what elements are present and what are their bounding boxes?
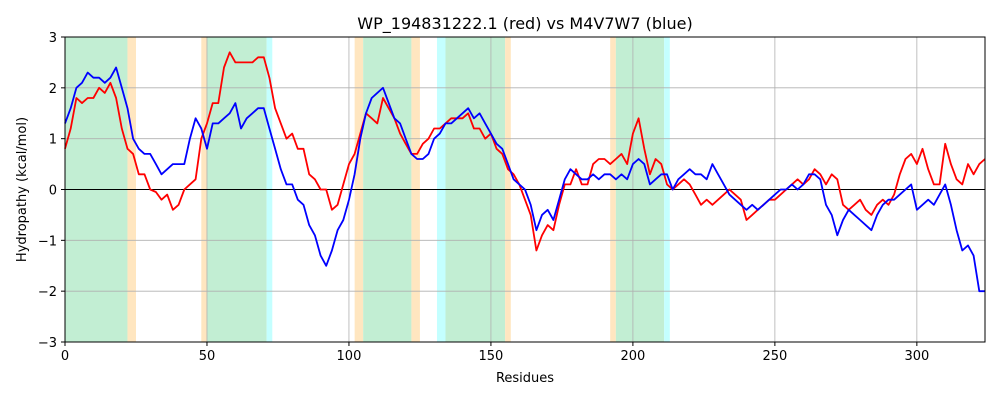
y-tick-label: 3 xyxy=(49,31,57,46)
x-tick-label: 100 xyxy=(337,349,362,364)
x-axis-label: Residues xyxy=(496,371,554,386)
x-tick-label: 300 xyxy=(904,349,929,364)
x-axis-ticks: 0 50 100 150 200 250 300 xyxy=(61,342,929,364)
x-tick-label: 200 xyxy=(620,349,645,364)
y-tick-label: −1 xyxy=(38,234,57,249)
x-tick-label: 150 xyxy=(479,349,504,364)
y-axis-label: Hydropathy (kcal/mol) xyxy=(15,117,30,262)
y-axis-ticks: −3 −2 −1 0 1 2 3 xyxy=(38,31,65,351)
y-tick-label: −3 xyxy=(38,336,57,351)
series-line-red xyxy=(64,51,986,252)
x-tick-label: 250 xyxy=(762,349,787,364)
x-tick-label: 50 xyxy=(199,349,216,364)
y-tick-label: 0 xyxy=(49,184,57,199)
x-tick-label: 0 xyxy=(61,349,69,364)
chart-title: WP_194831222.1 (red) vs M4V7W7 (blue) xyxy=(357,14,692,34)
series-line-blue xyxy=(64,66,985,293)
series-lines xyxy=(64,51,986,293)
y-tick-label: −2 xyxy=(38,285,57,300)
y-tick-label: 1 xyxy=(49,133,57,148)
y-tick-label: 2 xyxy=(49,82,57,97)
